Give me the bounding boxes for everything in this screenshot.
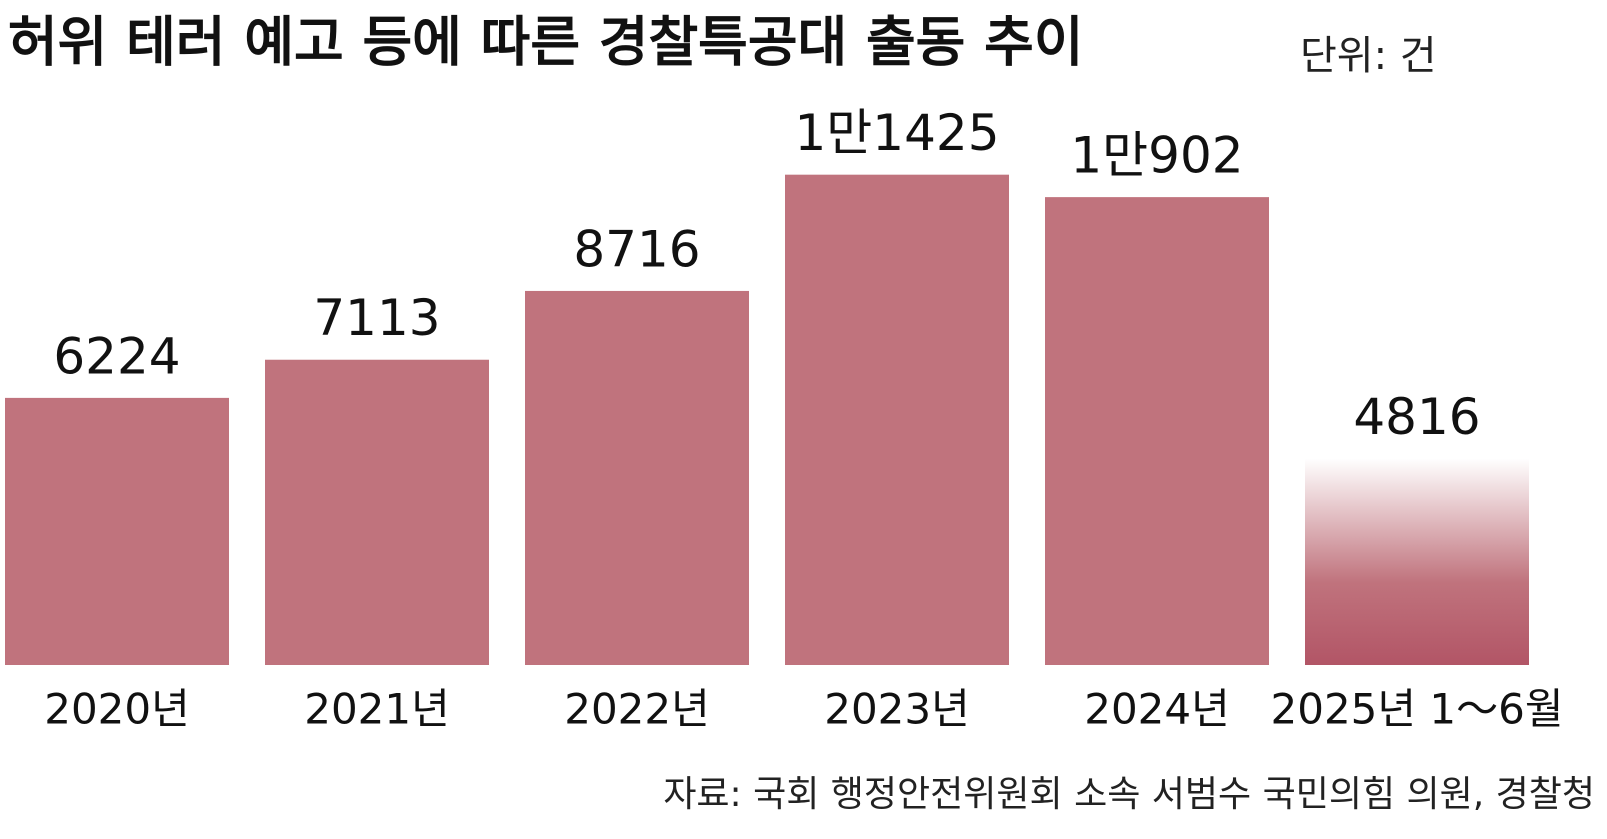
bar	[525, 290, 749, 665]
x-tick-label: 2021년	[304, 685, 450, 734]
x-tick-label: 2025년 1～6월	[1271, 685, 1564, 734]
source: 자료: 국회 행정안전위원회 소속 서범수 국민의힘 의원, 경찰청	[663, 774, 1595, 815]
value-label: 8716	[573, 220, 700, 278]
value-label: 4816	[1353, 388, 1480, 446]
bar	[785, 174, 1009, 666]
value-label: 1만902	[1070, 127, 1243, 185]
bar	[5, 397, 229, 665]
x-tick-label: 2024년	[1084, 685, 1230, 734]
unit-label: 단위: 건	[1300, 33, 1437, 79]
bar	[1305, 458, 1529, 665]
chart-title: 허위 테러 예고 등에 따른 경찰특공대 출동 추이	[8, 11, 1084, 74]
x-tick-label: 2023년	[824, 685, 970, 734]
value-label: 7113	[313, 289, 440, 347]
x-tick-label: 2022년	[564, 685, 710, 734]
value-label: 6224	[53, 327, 180, 385]
value-label: 1만1425	[794, 104, 999, 162]
x-tick-label: 2020년	[44, 685, 190, 734]
bar	[1045, 197, 1269, 665]
bar	[265, 359, 489, 665]
